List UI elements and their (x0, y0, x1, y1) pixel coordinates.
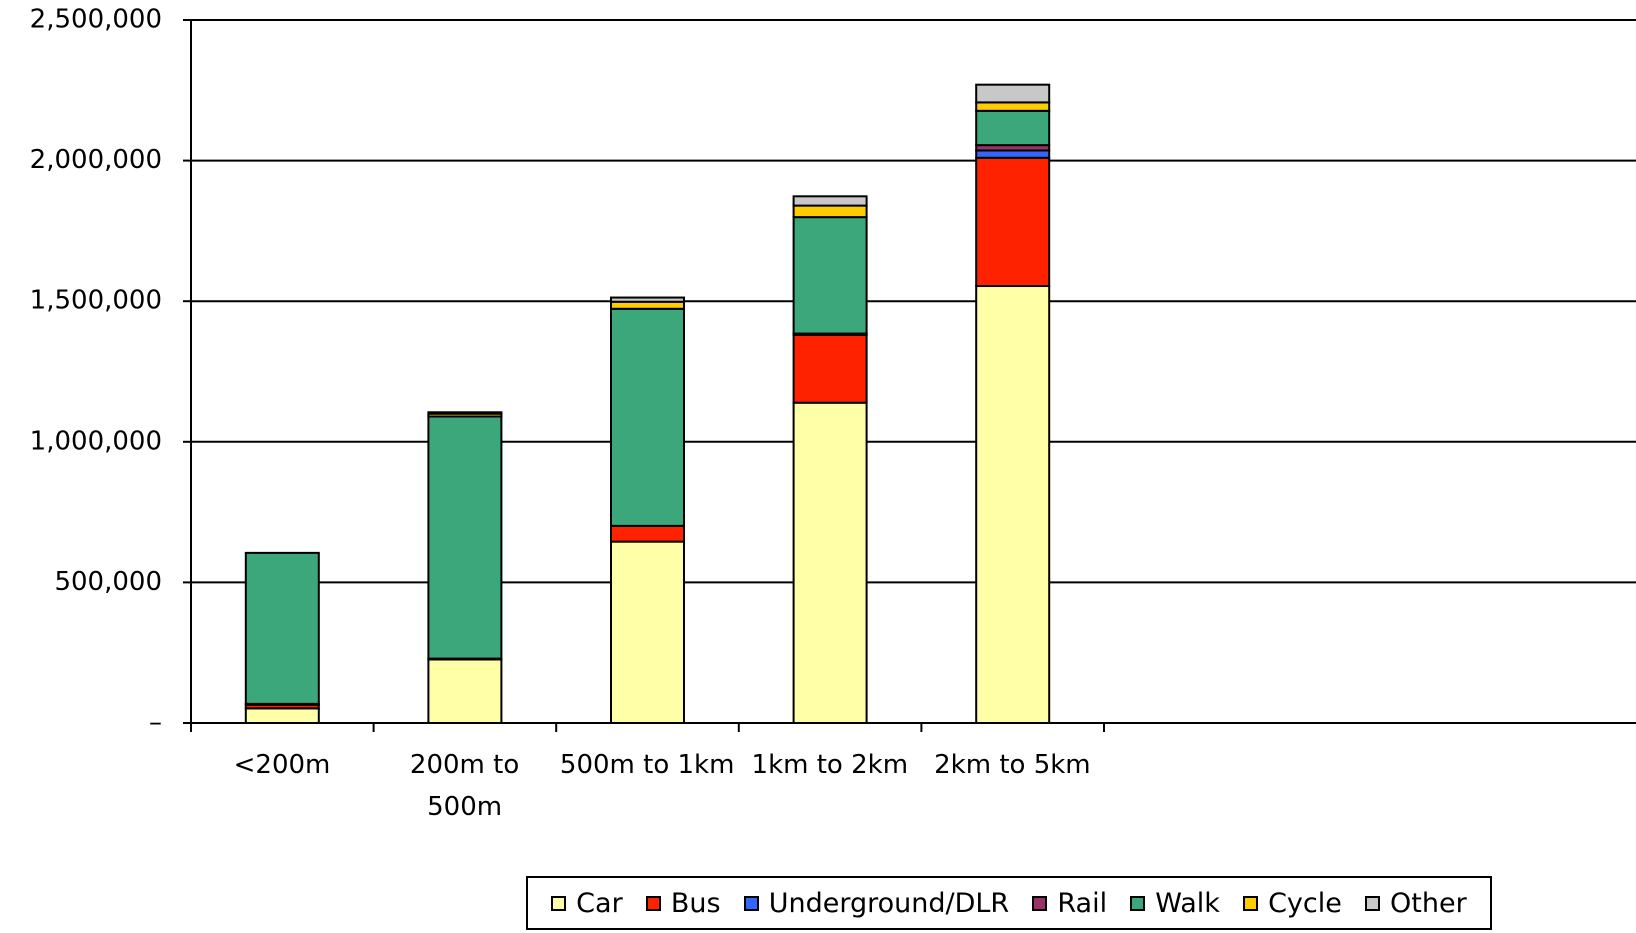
legend-swatch (743, 895, 759, 911)
legend-item: Car (551, 888, 623, 919)
bar-segment (792, 204, 868, 219)
bar-segment (244, 707, 320, 725)
bar-segment (975, 156, 1051, 288)
legend-swatch (645, 895, 661, 911)
x-tick-label: <200m (233, 750, 331, 780)
legend-item: Walk (1130, 888, 1220, 919)
bar-segment (792, 195, 868, 207)
x-tick-label: 2km to 5km (934, 750, 1091, 780)
bar-segment (792, 333, 868, 404)
legend-swatch (1243, 895, 1259, 911)
bar-segment (610, 307, 685, 527)
legend-item: Bus (645, 887, 721, 919)
legend-swatch (1365, 895, 1381, 911)
x-tick-label: 200m to 500m (409, 750, 520, 822)
legend-item: Other (1365, 888, 1467, 919)
bar-segment (975, 101, 1051, 112)
bar-segment (975, 83, 1051, 104)
legend-label: Underground/DLR (768, 887, 1010, 919)
bar-segment (792, 401, 868, 724)
bar-segment (975, 149, 1051, 159)
bar-segment (427, 411, 503, 415)
y-tick-label: 1,000,000 (30, 426, 162, 456)
y-tick-label: 500,000 (54, 567, 162, 597)
legend-label: Other (1390, 887, 1467, 919)
legend-label: Car (576, 887, 623, 919)
legend-item: Underground/DLR (743, 887, 1010, 919)
legend-swatch (1032, 895, 1048, 911)
x-tick-label: 1km to 2km (751, 750, 909, 780)
bar-segment (610, 524, 685, 543)
legend-label: Bus (670, 887, 721, 919)
legend-item: Rail (1032, 888, 1107, 919)
bar-segment (975, 285, 1051, 724)
legend: Car Bus Underground/DLR Rail Walk Cycle Other (526, 876, 1492, 930)
legend-swatch (551, 895, 567, 911)
legend-label: Rail (1057, 887, 1108, 919)
bar-segment (792, 216, 868, 335)
legend-label: Walk (1155, 887, 1220, 919)
bar-segment (427, 658, 503, 724)
y-tick-label: – (149, 708, 162, 738)
x-tick-label: 500m to 1km (559, 750, 735, 780)
bar-segment (975, 109, 1051, 147)
bar-segment (427, 415, 503, 660)
bar-segment (610, 540, 685, 724)
bar-segment (244, 551, 320, 705)
legend-swatch (1130, 895, 1146, 911)
legend-item: Cycle (1243, 888, 1342, 919)
y-tick-label: 2,000,000 (30, 145, 162, 175)
y-tick-label: 1,500,000 (30, 286, 162, 316)
legend-label: Cycle (1268, 887, 1342, 919)
y-tick-label: 2,500,000 (30, 5, 162, 35)
bar-segment (610, 300, 685, 310)
bar-segment (610, 296, 685, 303)
